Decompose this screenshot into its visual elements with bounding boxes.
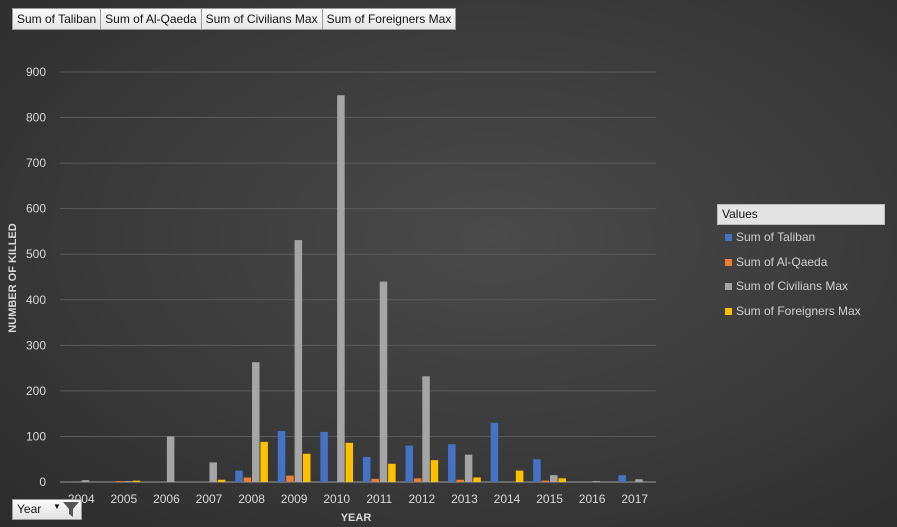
bar-sum-of-al-qaeda-2008 xyxy=(243,477,252,482)
bar-sum-of-civilians-max-2009 xyxy=(294,240,303,482)
bar-sum-of-foreigners-max-2005 xyxy=(132,480,141,482)
bar-sum-of-foreigners-max-2013 xyxy=(473,477,481,482)
bar-sum-of-al-qaeda-2015 xyxy=(541,480,550,482)
bar-sum-of-foreigners-max-2011 xyxy=(388,463,396,482)
gridlines xyxy=(60,71,656,483)
y-tick-label: 400 xyxy=(26,293,46,307)
legend-title: Values xyxy=(717,204,885,225)
legend-label-civilians: Sum of Civilians Max xyxy=(736,279,849,293)
bar-sum-of-al-qaeda-2009 xyxy=(286,475,294,482)
x-tick-label: 2012 xyxy=(409,492,436,506)
bar-sum-of-foreigners-max-2009 xyxy=(302,453,311,482)
bar-sum-of-al-qaeda-2005 xyxy=(115,481,124,482)
bars xyxy=(81,95,643,482)
field-button-al-qaeda[interactable]: Sum of Al-Qaeda xyxy=(100,8,201,30)
bar-sum-of-civilians-max-2013 xyxy=(464,454,473,482)
bar-sum-of-taliban-2014 xyxy=(490,422,499,482)
bar-sum-of-foreigners-max-2007 xyxy=(217,479,226,482)
x-tick-label: 2016 xyxy=(579,492,606,506)
x-tick-label: 2015 xyxy=(536,492,563,506)
x-tick-labels: 2004200520062007200820092010201120122013… xyxy=(68,492,648,506)
legend-item-al-qaeda: Sum of Al-Qaeda xyxy=(717,250,885,275)
y-tick-labels: 0 100 200 300 400 500 600 700 800 900 xyxy=(26,65,46,489)
bar-sum-of-taliban-2008 xyxy=(235,470,243,482)
field-button-civilians[interactable]: Sum of Civilians Max xyxy=(200,8,322,30)
bar-sum-of-civilians-max-2016 xyxy=(592,481,601,482)
filter-icon[interactable] xyxy=(63,502,79,517)
bar-sum-of-civilians-max-2011 xyxy=(379,281,388,482)
bar-sum-of-civilians-max-2007 xyxy=(209,462,217,482)
x-tick-label: 2009 xyxy=(281,492,308,506)
bar-sum-of-taliban-2012 xyxy=(405,445,414,482)
bar-sum-of-taliban-2015 xyxy=(533,459,541,482)
bar-sum-of-foreigners-max-2014 xyxy=(515,470,524,482)
x-axis-title: YEAR xyxy=(341,512,372,524)
bar-sum-of-civilians-max-2012 xyxy=(422,376,430,482)
bar-sum-of-civilians-max-2006 xyxy=(166,436,175,482)
bar-sum-of-taliban-2013 xyxy=(448,444,456,482)
bar-sum-of-taliban-2009 xyxy=(277,430,286,482)
bar-sum-of-taliban-2011 xyxy=(362,456,371,482)
x-tick-label: 2007 xyxy=(196,492,223,506)
y-tick-label: 600 xyxy=(26,202,46,216)
y-tick-label: 800 xyxy=(26,111,46,125)
legend-label-foreigners: Sum of Foreigners Max xyxy=(736,303,861,318)
bar-sum-of-taliban-2010 xyxy=(320,431,328,482)
x-tick-label: 2006 xyxy=(153,492,180,506)
y-axis-title: NUMBER OF KILLED xyxy=(7,223,19,332)
legend-swatch-taliban xyxy=(725,234,732,241)
y-tick-label: 700 xyxy=(26,156,46,170)
bar-sum-of-civilians-max-2010 xyxy=(337,95,345,482)
bar-sum-of-al-qaeda-2012 xyxy=(413,478,422,482)
bar-sum-of-foreigners-max-2008 xyxy=(260,441,268,482)
x-tick-label: 2011 xyxy=(366,492,392,506)
chevron-down-icon: ▼ xyxy=(53,502,61,511)
legend-item-civilians: Sum of Civilians Max xyxy=(717,274,885,299)
y-tick-label: 300 xyxy=(26,338,46,352)
y-tick-label: 900 xyxy=(26,65,46,79)
field-button-foreigners[interactable]: Sum of Foreigners Max xyxy=(321,8,457,30)
y-tick-label: 0 xyxy=(39,475,46,489)
legend-label-al-qaeda: Sum of Al-Qaeda xyxy=(736,254,828,269)
field-button-taliban[interactable]: Sum of Taliban xyxy=(12,8,101,30)
y-tick-label: 500 xyxy=(26,247,46,261)
bar-sum-of-foreigners-max-2012 xyxy=(430,460,439,482)
bar-sum-of-taliban-2017 xyxy=(618,475,626,482)
x-tick-label: 2008 xyxy=(238,492,265,506)
bar-sum-of-civilians-max-2005 xyxy=(124,481,132,482)
year-filter-button[interactable]: Year ▼ xyxy=(12,499,82,520)
bar-sum-of-civilians-max-2015 xyxy=(550,475,558,482)
bar-sum-of-civilians-max-2017 xyxy=(635,479,643,482)
bar-sum-of-al-qaeda-2011 xyxy=(371,478,379,482)
legend: Values Sum of Taliban Sum of Al-Qaeda Su… xyxy=(717,204,885,323)
year-filter-label: Year xyxy=(17,502,42,516)
x-tick-label: 2010 xyxy=(323,492,350,506)
legend-label-taliban: Sum of Taliban xyxy=(736,230,816,244)
legend-swatch-civilians xyxy=(725,283,732,290)
legend-item-foreigners: Sum of Foreigners Max xyxy=(717,299,885,324)
bar-sum-of-foreigners-max-2010 xyxy=(345,442,354,482)
bar-sum-of-civilians-max-2004 xyxy=(81,480,90,482)
bar-sum-of-foreigners-max-2015 xyxy=(558,478,566,482)
legend-item-taliban: Sum of Taliban xyxy=(717,225,885,250)
bar-sum-of-civilians-max-2008 xyxy=(252,362,260,482)
x-tick-label: 2017 xyxy=(621,492,648,506)
pivot-field-buttons: Sum of Taliban Sum of Al-Qaeda Sum of Ci… xyxy=(12,8,457,30)
legend-swatch-foreigners xyxy=(725,307,732,315)
bar-sum-of-al-qaeda-2013 xyxy=(456,479,464,482)
x-tick-label: 2013 xyxy=(451,492,478,506)
x-tick-label: 2005 xyxy=(111,492,138,506)
y-tick-label: 200 xyxy=(26,384,46,398)
x-tick-label: 2014 xyxy=(494,492,521,506)
legend-swatch-al-qaeda xyxy=(725,258,732,266)
y-tick-label: 100 xyxy=(26,429,46,443)
